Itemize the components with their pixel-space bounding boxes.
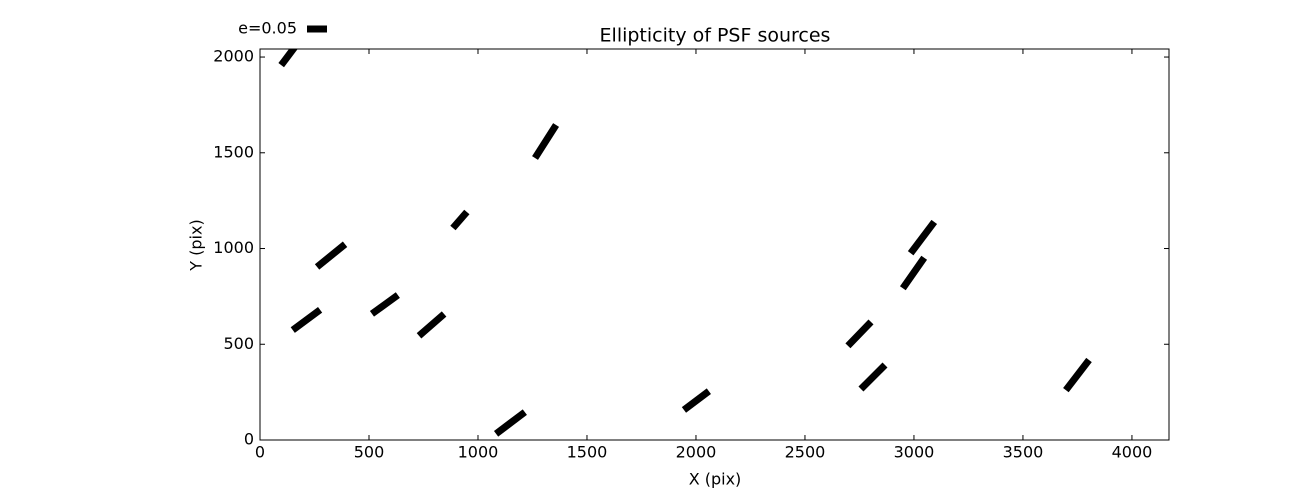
- y-tick-label: 1500: [213, 142, 254, 161]
- ellipticity-stick: [450, 209, 470, 231]
- x-tick-label: 1500: [567, 443, 608, 462]
- x-tick-label: 3500: [1003, 443, 1044, 462]
- chart-title: Ellipticity of PSF sources: [600, 25, 831, 47]
- plot-area: [278, 49, 1092, 437]
- y-axis-label: Y (pix): [187, 219, 206, 271]
- x-tick-label: 3000: [894, 443, 935, 462]
- x-axis-label: X (pix): [689, 470, 742, 489]
- ellipticity-stick: [493, 409, 527, 437]
- ellipticity-stick: [532, 123, 560, 160]
- ellipticity-stick: [369, 292, 400, 317]
- y-tick-label: 0: [244, 430, 254, 449]
- x-tick-label: 4000: [1112, 443, 1153, 462]
- ellipticity-stick: [290, 307, 323, 333]
- ellipticity-stick: [907, 219, 938, 256]
- ellipticity-stick: [681, 388, 711, 413]
- y-tick-label: 2000: [213, 47, 254, 66]
- ellipticity-stick: [1063, 357, 1092, 393]
- y-tick-label: 1000: [213, 238, 254, 257]
- ellipticity-stick: [278, 49, 298, 68]
- ellipticity-stick: [845, 319, 874, 349]
- x-tick-label: 2000: [676, 443, 717, 462]
- key-label: e=0.05: [238, 19, 297, 38]
- plot-frame: [259, 48, 1170, 441]
- y-tick-label: 500: [223, 334, 254, 353]
- ellipticity-stick: [899, 255, 928, 291]
- x-tick-label: 2500: [785, 443, 826, 462]
- ellipticity-stick: [858, 362, 888, 392]
- x-tick-label: 500: [354, 443, 385, 462]
- x-tick-label: 1000: [458, 443, 499, 462]
- x-tick-label: 0: [255, 443, 265, 462]
- ellipticity-stick: [416, 311, 447, 339]
- ellipticity-stick: [314, 241, 348, 270]
